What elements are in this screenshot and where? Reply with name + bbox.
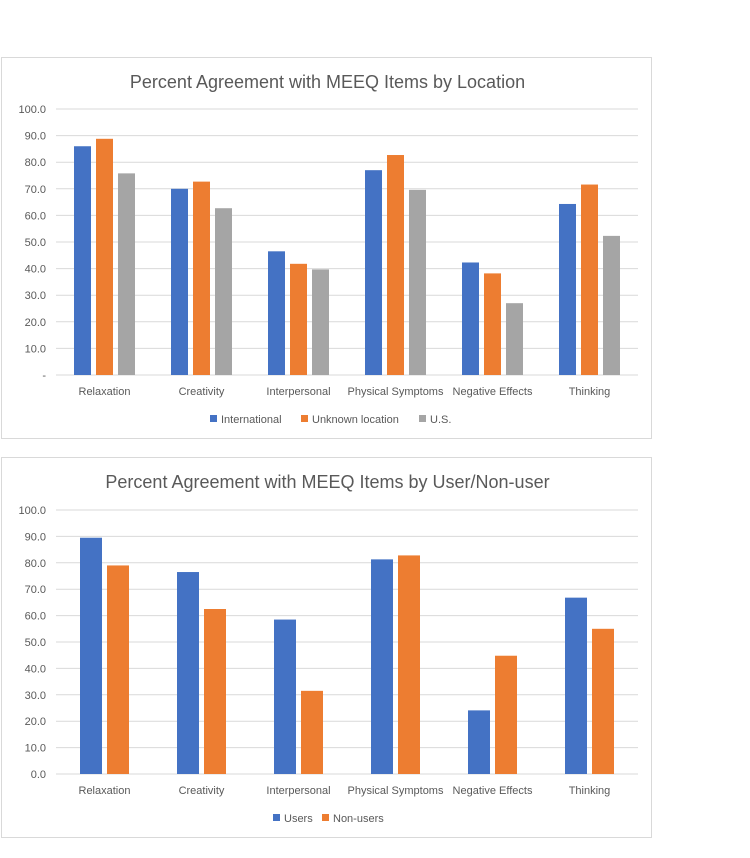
bar-international-thinking [559, 203, 576, 375]
bar-users-interpersonal [274, 619, 296, 774]
y-tick-label: 100.0 [18, 505, 46, 517]
y-tick-label: 10.0 [25, 343, 46, 355]
bar-international-creativity [171, 188, 188, 375]
bar-u-s-negative-effects [506, 303, 523, 375]
y-tick-label: - [42, 370, 46, 382]
y-tick-label: 50.0 [25, 237, 46, 249]
bar-unknown-location-interpersonal [290, 263, 307, 375]
bar-unknown-location-negative-effects [484, 273, 501, 375]
chart-title: Percent Agreement with MEEQ Items by Loc… [130, 72, 525, 92]
chart-user: Percent Agreement with MEEQ Items by Use… [1, 457, 652, 838]
legend-label-unknown-location: Unknown location [312, 414, 399, 426]
legend-swatch-u-s [419, 415, 426, 422]
y-tick-label: 60.0 [25, 210, 46, 222]
bar-non-users-creativity [204, 609, 226, 774]
chart-location: Percent Agreement with MEEQ Items by Loc… [1, 57, 652, 439]
x-category-label: Physical Symptoms [348, 785, 444, 797]
y-tick-label: 20.0 [25, 716, 46, 728]
y-tick-label: 40.0 [25, 663, 46, 675]
x-category-label: Thinking [569, 386, 611, 398]
y-tick-label: 100.0 [18, 104, 46, 116]
bar-users-creativity [177, 572, 199, 774]
bar-unknown-location-relaxation [96, 138, 113, 375]
bar-non-users-thinking [592, 628, 614, 774]
y-tick-label: 40.0 [25, 264, 46, 276]
bar-non-users-interpersonal [301, 690, 323, 774]
bar-u-s-physical-symptoms [409, 189, 426, 375]
bar-users-negative-effects [468, 710, 490, 774]
bar-international-negative-effects [462, 262, 479, 375]
y-tick-label: 80.0 [25, 558, 46, 570]
legend-label-international: International [221, 414, 282, 426]
y-tick-label: 30.0 [25, 290, 46, 302]
legend-label-users: Users [284, 813, 313, 825]
bar-non-users-relaxation [107, 565, 129, 774]
x-category-label: Negative Effects [453, 785, 533, 797]
x-category-label: Interpersonal [266, 785, 330, 797]
y-tick-label: 10.0 [25, 743, 46, 755]
y-tick-label: 70.0 [25, 584, 46, 596]
bar-u-s-relaxation [118, 173, 135, 375]
chart-title: Percent Agreement with MEEQ Items by Use… [105, 472, 549, 492]
legend-swatch-unknown-location [301, 415, 308, 422]
bar-non-users-negative-effects [495, 655, 517, 774]
bar-u-s-interpersonal [312, 269, 329, 375]
bar-international-relaxation [74, 146, 91, 375]
x-category-label: Relaxation [79, 785, 131, 797]
bar-u-s-thinking [603, 235, 620, 375]
y-tick-label: 50.0 [25, 637, 46, 649]
legend-swatch-users [273, 814, 280, 821]
y-tick-label: 30.0 [25, 690, 46, 702]
legend-label-u-s: U.S. [430, 414, 451, 426]
x-category-label: Creativity [179, 386, 225, 398]
bar-unknown-location-creativity [193, 181, 210, 375]
x-category-label: Creativity [179, 785, 225, 797]
x-category-label: Thinking [569, 785, 611, 797]
y-tick-label: 90.0 [25, 531, 46, 543]
y-tick-label: 90.0 [25, 131, 46, 143]
x-category-label: Interpersonal [266, 386, 330, 398]
legend-label-non-users: Non-users [333, 813, 384, 825]
x-category-label: Negative Effects [453, 386, 533, 398]
y-tick-label: 80.0 [25, 157, 46, 169]
chart-location-svg: Percent Agreement with MEEQ Items by Loc… [18, 72, 638, 426]
x-category-label: Physical Symptoms [348, 386, 444, 398]
bar-unknown-location-physical-symptoms [387, 155, 404, 375]
bar-users-relaxation [80, 537, 102, 774]
bar-users-physical-symptoms [371, 559, 393, 774]
legend-swatch-international [210, 415, 217, 422]
bar-u-s-creativity [215, 208, 232, 375]
bar-users-thinking [565, 597, 587, 774]
bar-unknown-location-thinking [581, 184, 598, 375]
bar-non-users-physical-symptoms [398, 555, 420, 774]
chart-user-svg: Percent Agreement with MEEQ Items by Use… [18, 472, 638, 825]
bar-international-physical-symptoms [365, 170, 382, 375]
y-tick-label: 60.0 [25, 611, 46, 623]
x-category-label: Relaxation [79, 386, 131, 398]
y-tick-label: 0.0 [31, 769, 46, 781]
y-tick-label: 20.0 [25, 317, 46, 329]
y-tick-label: 70.0 [25, 184, 46, 196]
bar-international-interpersonal [268, 251, 285, 375]
legend-swatch-non-users [322, 814, 329, 821]
